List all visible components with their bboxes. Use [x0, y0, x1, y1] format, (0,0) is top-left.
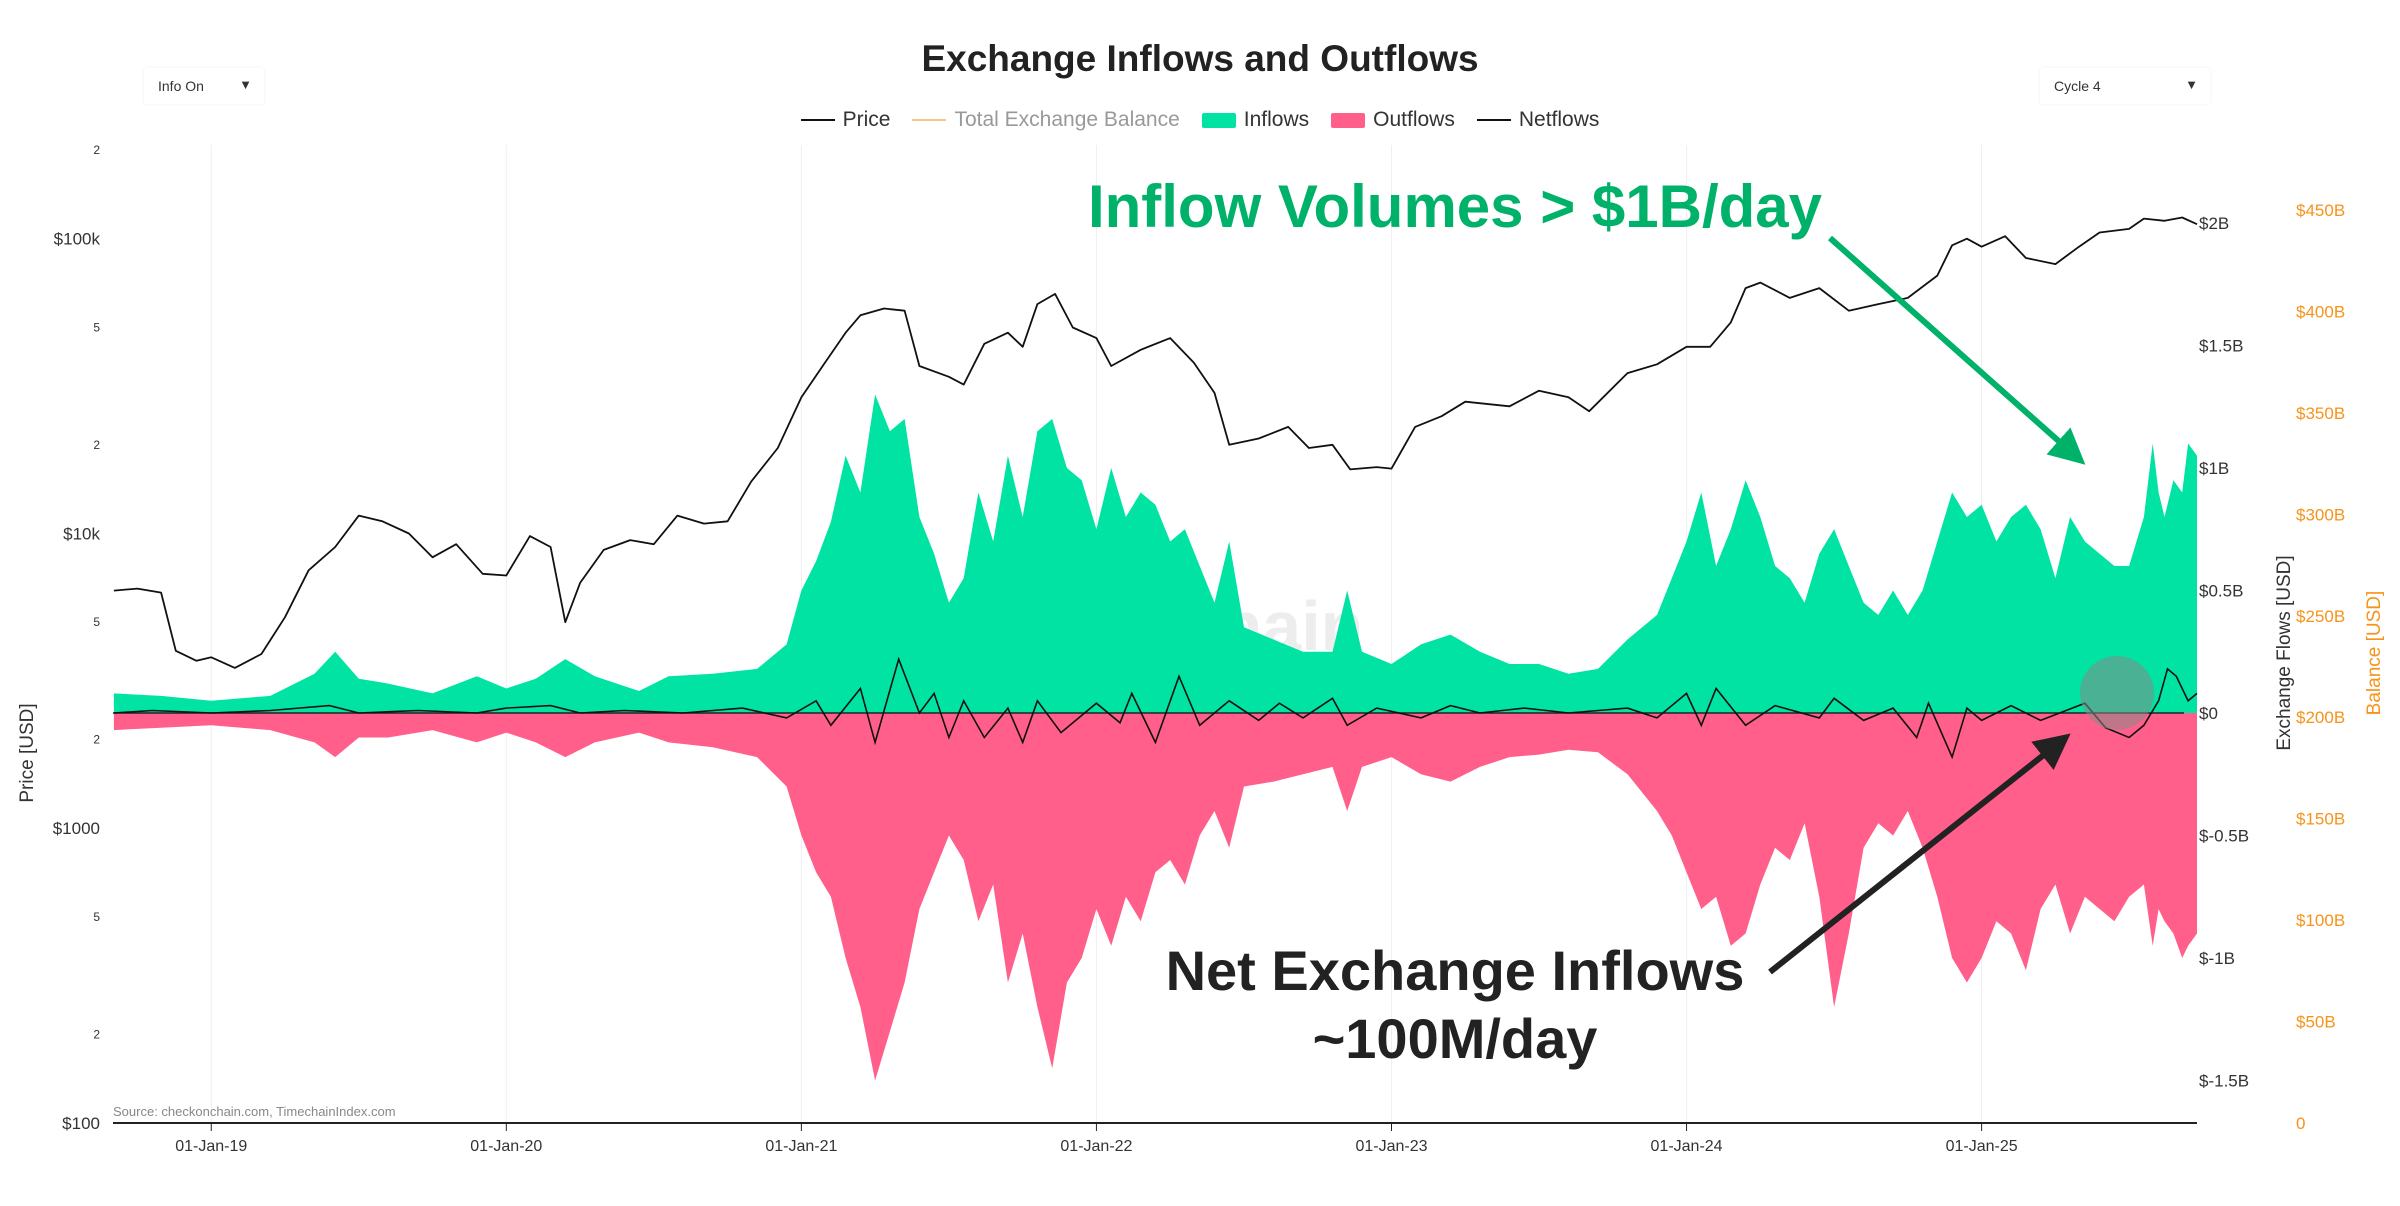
annotation-highlight-circle — [2080, 656, 2154, 730]
balance-tick-label: $400B — [2296, 302, 2345, 321]
legend-label-outflows: Outflows — [1373, 108, 1455, 131]
price-line — [113, 216, 2198, 669]
balance-tick-label: $100B — [2296, 911, 2345, 930]
chart-title: Exchange Inflows and Outflows — [921, 38, 1479, 79]
legend-item-total-exchange-balance[interactable]: Total Exchange Balance — [912, 108, 1180, 132]
price-tick-label: 5 — [93, 615, 100, 629]
balance-axis-title: Balance [USD] — [2364, 591, 2385, 716]
legend-item-price[interactable]: Price — [800, 108, 891, 132]
balance-tick-label: $300B — [2296, 505, 2345, 524]
x-tick-label: 01-Jan-19 — [175, 1138, 247, 1155]
flow-tick-label: $-1B — [2199, 949, 2235, 968]
price-tick-label: $10k — [63, 524, 100, 543]
legend-label-netflows: Netflows — [1518, 108, 1600, 131]
annotations: Inflow Volumes > $1B/day Net Exchange In… — [113, 173, 2154, 1119]
x-tick-label: 01-Jan-22 — [1060, 1138, 1132, 1155]
annotation-net-inflows-line2: ~100M/day — [1313, 1007, 1598, 1070]
legend-item-inflows[interactable]: Inflows — [1201, 108, 1310, 132]
price-tick-label: 2 — [93, 733, 100, 747]
legend-swatch-price — [800, 119, 835, 121]
x-tick-label: 01-Jan-23 — [1355, 1138, 1427, 1155]
annotation-net-inflows-line1: Net Exchange Inflows — [1166, 939, 1745, 1002]
info-toggle-label: Info On — [158, 78, 204, 94]
outflows-area — [113, 713, 2197, 1081]
cycle-select-label: Cycle 4 — [2054, 78, 2101, 94]
balance-tick-label: $250B — [2296, 607, 2345, 626]
price-tick-label: 2 — [93, 438, 100, 452]
legend-label-balance: Total Exchange Balance — [954, 108, 1180, 131]
price-tick-label: $100k — [54, 230, 101, 249]
price-tick-label: 2 — [93, 143, 100, 157]
legend-swatch-netflows — [1476, 119, 1511, 121]
balance-tick-label: 0 — [2296, 1114, 2305, 1133]
annotation-arrow-net — [1768, 733, 2071, 975]
balance-tick-label: $200B — [2296, 708, 2345, 727]
legend-label-price: Price — [842, 108, 891, 131]
chevron-down-icon: ▼ — [239, 77, 252, 92]
annotation-inflow-volume: Inflow Volumes > $1B/day — [1088, 173, 1823, 240]
legend-swatch-balance — [912, 119, 947, 121]
balance-tick-label: $50B — [2296, 1013, 2336, 1032]
flow-tick-label: $1B — [2199, 459, 2229, 478]
balance-tick-label: $150B — [2296, 810, 2345, 829]
flow-axis-title: Exchange Flows [USD] — [2274, 555, 2295, 750]
legend-item-outflows[interactable]: Outflows — [1331, 108, 1455, 132]
flow-tick-label: $-1.5B — [2199, 1072, 2249, 1091]
x-tick-label: 01-Jan-24 — [1651, 1138, 1723, 1155]
chart-legend: Price Total Exchange Balance Inflows Out… — [0, 108, 2400, 132]
flow-tick-label: $2B — [2199, 214, 2229, 233]
x-tick-label: 01-Jan-25 — [1946, 1138, 2018, 1155]
price-tick-label: $1000 — [53, 819, 100, 838]
flow-tick-label: $0.5B — [2199, 582, 2243, 601]
flow-areas — [113, 394, 2197, 1081]
x-tick-label: 01-Jan-21 — [765, 1138, 837, 1155]
price-tick-label: 2 — [93, 1027, 100, 1041]
balance-tick-label: $350B — [2296, 404, 2345, 423]
balance-tick-label: $450B — [2296, 201, 2345, 220]
price-tick-label: 5 — [93, 910, 100, 924]
legend-swatch-inflows — [1201, 112, 1236, 128]
price-tick-label: 5 — [93, 320, 100, 334]
flow-tick-label: $0 — [2199, 704, 2218, 723]
legend-swatch-outflows — [1331, 112, 1366, 128]
source-note: Source: checkonchain.com, TimechainIndex… — [113, 1104, 396, 1119]
price-tick-label: $100 — [62, 1114, 100, 1133]
annotation-arrow-inflow — [1828, 235, 2086, 465]
netflows-line — [113, 656, 2198, 760]
flow-tick-label: $-0.5B — [2199, 827, 2249, 846]
series-lines — [113, 216, 2198, 760]
inflows-area — [113, 394, 2197, 713]
chevron-down-icon: ▼ — [2185, 77, 2198, 92]
flow-tick-label: $1.5B — [2199, 337, 2243, 356]
price-axis-title: Price [USD] — [17, 703, 38, 802]
legend-label-inflows: Inflows — [1243, 108, 1310, 131]
cycle-select-dropdown[interactable]: Cycle 4 ▼ — [2040, 68, 2210, 104]
x-tick-label: 01-Jan-20 — [470, 1138, 542, 1155]
info-toggle-dropdown[interactable]: Info On ▼ — [144, 68, 264, 104]
legend-item-netflows[interactable]: Netflows — [1476, 108, 1600, 132]
axes: 01-Jan-19 01-Jan-20 01-Jan-21 01-Jan-22 01-J… — [17, 143, 2385, 1155]
